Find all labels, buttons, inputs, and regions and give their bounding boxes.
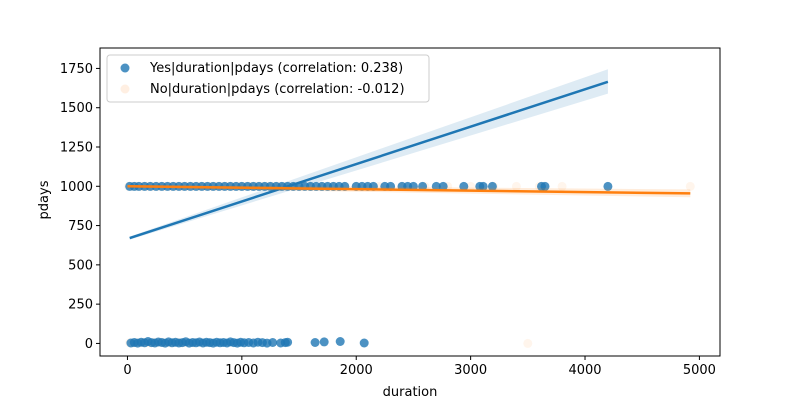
legend-marker-no	[120, 84, 130, 94]
x-tick-label: 2000	[340, 363, 373, 378]
point-no	[466, 181, 476, 191]
point-yes	[418, 181, 428, 191]
x-tick-label: 3000	[454, 363, 487, 378]
y-tick-label: 1500	[60, 101, 93, 116]
point-no	[523, 338, 533, 348]
regression-line-no	[127, 185, 691, 195]
legend-box	[106, 54, 430, 103]
y-tick-label: 1750	[60, 62, 93, 77]
y-axis-label: pdays	[37, 180, 52, 219]
legend: Yes|duration|pdays (correlation: 0.238) …	[106, 54, 430, 103]
x-tick-label: 1000	[225, 363, 258, 378]
legend-label-no: No|duration|pdays (correlation: -0.012)	[150, 82, 405, 97]
y-tick-label: 250	[68, 298, 93, 313]
x-tick-label: 4000	[568, 363, 601, 378]
legend-marker-yes	[120, 63, 130, 73]
regression-line-yes	[129, 80, 609, 240]
ci-band-yes	[129, 69, 608, 240]
point-yes	[459, 181, 469, 191]
point-yes	[335, 337, 345, 346]
point-yes	[359, 338, 369, 348]
axes: 0 1000 2000 3000 4000 5000 0 250 500 750 1000 1250 1…	[60, 47, 721, 378]
point-yes	[540, 181, 550, 191]
point-yes	[603, 181, 613, 191]
point-no	[557, 181, 567, 191]
y-tick-label: 500	[68, 258, 93, 273]
point-yes	[487, 181, 497, 191]
point-yes	[438, 181, 448, 191]
point-yes	[268, 338, 278, 347]
legend-label-yes: Yes|duration|pdays (correlation: 0.238)	[149, 61, 403, 76]
point-no	[511, 181, 521, 191]
point-yes	[310, 338, 320, 347]
point-yes	[319, 337, 329, 347]
y-tick-label: 1250	[60, 141, 93, 156]
y-tick-label: 1000	[60, 180, 93, 195]
x-tick-label: 0	[123, 363, 131, 378]
y-tick-label: 750	[68, 219, 93, 234]
y-tick-label: 0	[85, 337, 93, 352]
point-no	[685, 181, 695, 191]
point-yes	[431, 181, 441, 191]
axes-frame	[99, 47, 721, 357]
point-yes	[478, 181, 488, 191]
point-yes	[283, 337, 293, 347]
plot-area	[124, 69, 695, 348]
x-axis-label: duration	[383, 385, 438, 400]
x-tick-label: 5000	[683, 363, 716, 378]
